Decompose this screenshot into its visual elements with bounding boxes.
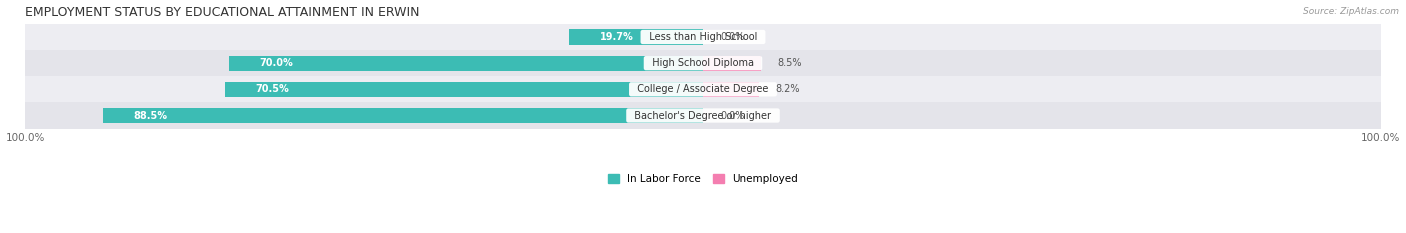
Text: Bachelor's Degree or higher: Bachelor's Degree or higher — [628, 110, 778, 120]
Bar — [25, 76, 1381, 103]
Bar — [229, 55, 703, 71]
Bar — [25, 103, 1381, 129]
Text: 0.0%: 0.0% — [720, 110, 744, 120]
Text: EMPLOYMENT STATUS BY EDUCATIONAL ATTAINMENT IN ERWIN: EMPLOYMENT STATUS BY EDUCATIONAL ATTAINM… — [25, 6, 420, 19]
Text: High School Diploma: High School Diploma — [645, 58, 761, 68]
Text: 70.0%: 70.0% — [259, 58, 292, 68]
Bar — [225, 82, 703, 97]
Bar — [103, 108, 703, 123]
Bar — [569, 29, 703, 45]
Bar — [703, 82, 759, 97]
Text: 19.7%: 19.7% — [600, 32, 634, 42]
Text: Source: ZipAtlas.com: Source: ZipAtlas.com — [1303, 7, 1399, 16]
Text: Less than High School: Less than High School — [643, 32, 763, 42]
Bar — [25, 24, 1381, 50]
Text: 8.2%: 8.2% — [776, 84, 800, 94]
Text: 0.0%: 0.0% — [720, 32, 744, 42]
Bar — [703, 55, 761, 71]
Text: College / Associate Degree: College / Associate Degree — [631, 84, 775, 94]
Text: 8.5%: 8.5% — [778, 58, 801, 68]
Text: 70.5%: 70.5% — [256, 84, 290, 94]
Bar — [25, 50, 1381, 76]
Text: 88.5%: 88.5% — [134, 110, 167, 120]
Legend: In Labor Force, Unemployed: In Labor Force, Unemployed — [609, 174, 797, 184]
